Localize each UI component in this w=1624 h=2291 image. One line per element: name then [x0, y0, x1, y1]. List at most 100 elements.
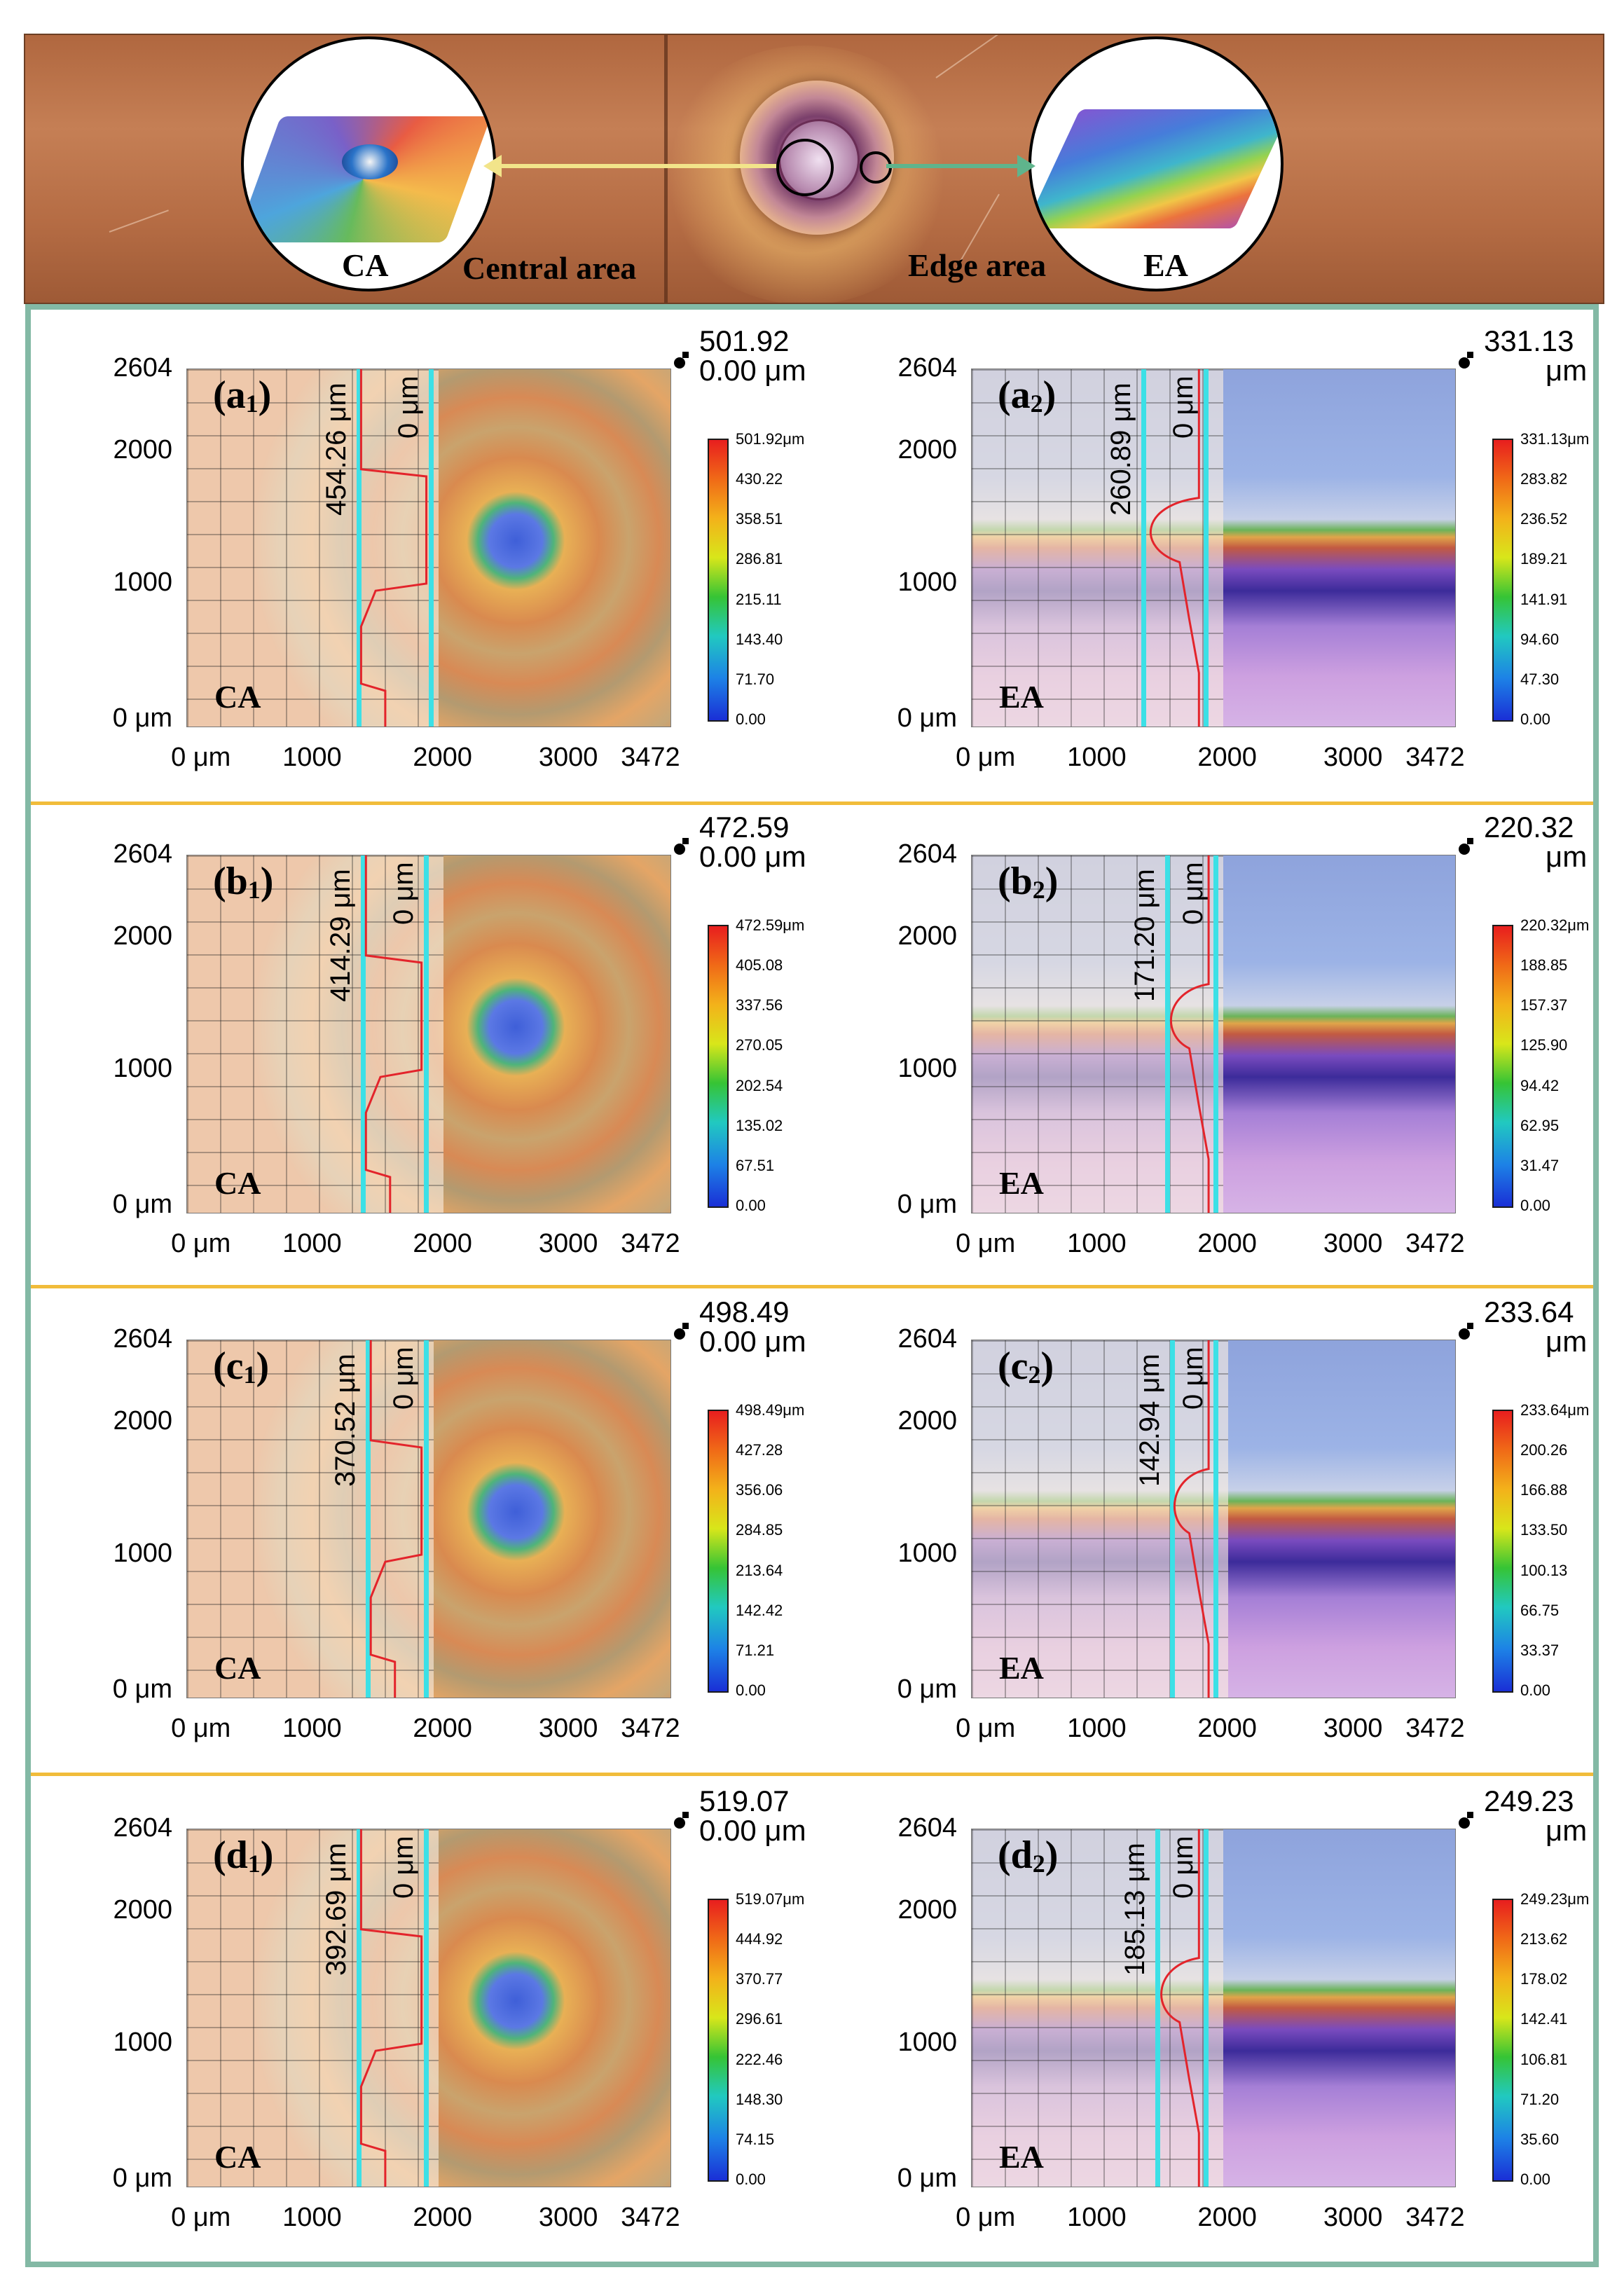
- edge-area-label: Edge area: [908, 247, 1047, 283]
- color-scale-tick: 135.02: [736, 1116, 783, 1134]
- y-tick-label: 2604: [897, 839, 957, 869]
- y-tick-label: 0 μm: [897, 1189, 957, 1219]
- color-scale-tick: 71.21: [736, 1641, 775, 1659]
- profile-overlay-region: [187, 1829, 439, 2187]
- central-area-micrograph: [186, 1829, 671, 2187]
- ea-inset-label: EA: [1143, 247, 1188, 283]
- x-tick-label: 3472: [1405, 1229, 1465, 1258]
- region-tag: CA: [214, 2139, 261, 2175]
- x-tick-label: 0 μm: [956, 743, 1016, 772]
- x-tick-label: 2000: [413, 743, 472, 772]
- x-tick-label: 1000: [1067, 1714, 1127, 1743]
- height-marker-icon: [674, 357, 685, 369]
- min-height-value: μm: [1546, 840, 1588, 873]
- y-tick-label: 1000: [113, 1054, 172, 1083]
- height-color-scale: [708, 1899, 729, 2182]
- color-scale-tick: 74.15: [736, 2130, 775, 2148]
- measurement-grid: [187, 369, 439, 727]
- x-tick-label: 3000: [1323, 1229, 1383, 1258]
- region-tag: CA: [214, 1650, 261, 1686]
- x-tick-label: 2000: [1197, 1229, 1257, 1258]
- region-tag: EA: [999, 679, 1044, 715]
- zero-value-label: 0 μm: [1168, 1836, 1199, 1899]
- y-tick-label: 2000: [897, 921, 957, 951]
- depth-profile-curve: [187, 855, 670, 1213]
- row-separator: [31, 1773, 1593, 1776]
- height-marker-icon: [1459, 357, 1470, 369]
- y-tick-label: 2604: [897, 1324, 957, 1354]
- min-height-value: μm: [1546, 1325, 1588, 1358]
- depth-profile-curve: [972, 855, 1455, 1213]
- color-scale-tick: 296.61: [736, 2010, 783, 2028]
- max-height-value: 233.64: [1484, 1295, 1574, 1328]
- x-tick-label: 2000: [1197, 743, 1257, 772]
- color-scale-tick: 143.40: [736, 630, 783, 648]
- y-tick-label: 2000: [897, 1406, 957, 1436]
- depth-profile-curve: [187, 1340, 670, 1698]
- y-tick-label: 2000: [113, 921, 172, 951]
- color-scale-tick: 283.82: [1520, 470, 1568, 488]
- depth-reference-line: [1141, 369, 1146, 727]
- ea-3d-inset: [1028, 36, 1284, 291]
- x-tick-label: 3000: [1323, 2203, 1383, 2232]
- arrow-left-icon: [483, 155, 502, 177]
- height-marker-icon: [1467, 352, 1473, 358]
- color-scale-tick: 166.88: [1520, 1481, 1568, 1499]
- min-height-value: 0.00 μm: [699, 1325, 806, 1358]
- ca-3d-surface: [244, 116, 491, 242]
- height-color-scale: [708, 439, 729, 722]
- max-height-value: 519.07: [699, 1784, 790, 1817]
- x-tick-label: 0 μm: [171, 2203, 231, 2232]
- y-tick-label: 2604: [113, 1324, 172, 1354]
- height-marker-icon: [1459, 844, 1470, 855]
- arrow-right-icon: [1017, 155, 1035, 177]
- x-tick-label: 0 μm: [171, 1229, 231, 1258]
- ca-3d-crater: [342, 144, 398, 179]
- profile-overlay-region: [187, 855, 443, 1213]
- panel-label: (c1): [213, 1344, 270, 1389]
- region-tag: CA: [214, 1165, 261, 1201]
- color-scale-tick: 356.06: [736, 1481, 783, 1499]
- depth-value-label: 171.20 μm: [1129, 869, 1160, 1002]
- color-scale-tick: 236.52: [1520, 510, 1568, 528]
- color-scale-tick: 100.13: [1520, 1561, 1568, 1579]
- x-tick-label: 3000: [1323, 1714, 1383, 1743]
- y-tick-label: 1000: [897, 567, 957, 597]
- color-scale-tick: 0.00: [1520, 1681, 1550, 1699]
- region-tag: CA: [214, 679, 261, 715]
- y-tick-label: 2604: [113, 353, 172, 383]
- depth-value-label: 260.89 μm: [1105, 383, 1136, 516]
- x-tick-label: 0 μm: [171, 1714, 231, 1743]
- y-tick-label: 2000: [897, 435, 957, 465]
- row-separator: [31, 1285, 1593, 1288]
- depth-profile-curve: [972, 369, 1455, 727]
- color-scale-tick: 142.42: [736, 1601, 783, 1619]
- y-tick-label: 1000: [113, 1539, 172, 1568]
- panel-c2: (c2) EA 142.94 μm 0 μm 2604 2000 1000 0 μm 0 μm 1…: [824, 1295, 1595, 1777]
- y-tick-label: 2000: [897, 1895, 957, 1925]
- x-tick-label: 2000: [413, 1714, 472, 1743]
- zero-value-label: 0 μm: [388, 862, 420, 925]
- profile-overlay-region: [972, 1340, 1228, 1698]
- height-color-scale: [1492, 439, 1513, 722]
- depth-value-label: 185.13 μm: [1120, 1843, 1151, 1976]
- color-scale-tick: 405.08: [736, 956, 783, 975]
- x-tick-label: 1000: [1067, 743, 1127, 772]
- height-marker-icon: [674, 1328, 685, 1340]
- height-marker-icon: [1467, 1812, 1473, 1818]
- zero-value-label: 0 μm: [388, 1836, 420, 1899]
- depth-reference-line: [356, 369, 362, 727]
- x-tick-label: 0 μm: [171, 743, 231, 772]
- color-scale-tick: 33.37: [1520, 1641, 1560, 1659]
- height-marker-icon: [1467, 1323, 1473, 1329]
- depth-value-label: 370.52 μm: [330, 1354, 362, 1487]
- panel-b1: (b1) CA 414.29 μm 0 μm 2604 2000 1000 0 μm 0 μm 1…: [39, 813, 810, 1292]
- profile-overlay-region: [972, 369, 1223, 727]
- panel-c1: (c1) CA 370.52 μm 0 μm 2604 2000 1000 0 μm 0 μm 1…: [39, 1298, 810, 1777]
- panel-a2: (a2) EA 260.89 μm 0 μm 2604 2000 1000 0 μm 0 μm 1…: [824, 326, 1595, 806]
- y-tick-label: 0 μm: [112, 1189, 172, 1219]
- color-scale-tick: 215.11: [736, 590, 782, 608]
- color-scale-tick: 189.21: [1520, 550, 1568, 568]
- color-scale-tick: 284.85: [736, 1521, 783, 1539]
- measurement-grid: [187, 1829, 439, 2187]
